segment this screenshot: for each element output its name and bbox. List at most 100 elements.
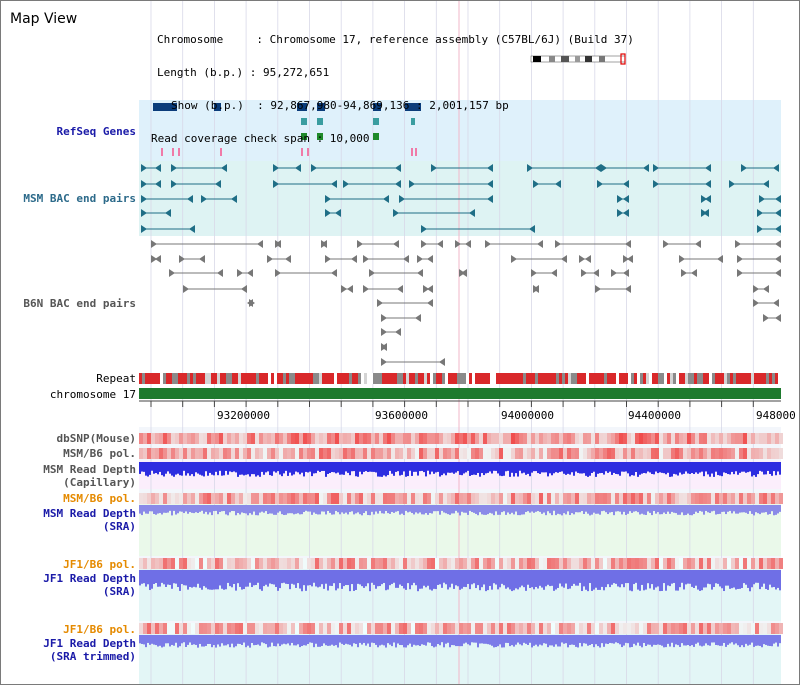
heat-cell bbox=[411, 448, 415, 459]
repeat-block bbox=[658, 373, 661, 384]
depth-bar bbox=[289, 462, 291, 473]
depth-bar bbox=[691, 635, 693, 646]
heat-cell bbox=[515, 493, 519, 504]
depth-bar bbox=[155, 635, 157, 646]
bac-end-marker bbox=[423, 285, 429, 293]
heat-cell bbox=[379, 493, 383, 504]
repeat-block bbox=[160, 373, 163, 384]
heat-cell bbox=[167, 493, 171, 504]
depth-bar bbox=[451, 505, 453, 514]
depth-bar bbox=[675, 570, 677, 591]
depth-bar bbox=[233, 505, 235, 512]
heat-cell bbox=[635, 433, 639, 444]
heat-cell bbox=[195, 433, 199, 444]
heat-cell bbox=[335, 433, 339, 444]
bac-end-marker bbox=[141, 195, 147, 203]
depth-bar bbox=[427, 462, 429, 471]
track-label-dbsnp: dbSNP(Mouse) bbox=[56, 432, 136, 445]
heat-cell bbox=[171, 623, 175, 634]
depth-bar bbox=[333, 462, 335, 473]
depth-bar bbox=[289, 570, 291, 590]
repeat-block bbox=[214, 373, 217, 384]
heat-cell bbox=[603, 493, 607, 504]
depth-bar bbox=[463, 462, 465, 474]
heat-cell bbox=[199, 448, 203, 459]
heat-cell bbox=[283, 558, 287, 569]
depth-bar bbox=[351, 462, 353, 472]
depth-bar bbox=[219, 635, 221, 647]
depth-bar bbox=[465, 505, 467, 513]
heat-cell bbox=[739, 493, 743, 504]
heat-cell bbox=[667, 623, 671, 634]
bac-end-marker bbox=[597, 180, 603, 188]
depth-bar bbox=[565, 505, 567, 515]
repeat-block bbox=[475, 373, 478, 384]
depth-bar bbox=[271, 570, 273, 585]
heat-cell bbox=[607, 623, 611, 634]
depth-bar bbox=[319, 505, 321, 515]
depth-bar bbox=[427, 505, 429, 515]
depth-bar bbox=[369, 462, 371, 472]
chromosome-ideogram[interactable] bbox=[529, 53, 629, 67]
bac-end-marker bbox=[623, 195, 629, 203]
depth-bar bbox=[157, 505, 159, 514]
heat-cell bbox=[563, 493, 567, 504]
heat-cell bbox=[655, 623, 659, 634]
heat-cell bbox=[327, 433, 331, 444]
depth-bar bbox=[403, 505, 405, 516]
depth-bar bbox=[597, 462, 599, 474]
depth-bar bbox=[381, 570, 383, 585]
depth-bar bbox=[313, 635, 315, 648]
depth-bar bbox=[649, 505, 651, 513]
depth-bar bbox=[631, 505, 633, 513]
heat-cell bbox=[315, 558, 319, 569]
depth-bar bbox=[323, 635, 325, 644]
depth-bar bbox=[291, 635, 293, 643]
gene-feature bbox=[405, 103, 421, 111]
depth-bar bbox=[645, 570, 647, 590]
depth-bar bbox=[319, 570, 321, 587]
heat-cell bbox=[663, 448, 667, 459]
bac-end-marker bbox=[409, 180, 415, 188]
depth-bar bbox=[617, 505, 619, 512]
heat-cell bbox=[207, 493, 211, 504]
depth-bar bbox=[163, 462, 165, 477]
heat-cell bbox=[735, 448, 739, 459]
depth-bar bbox=[533, 570, 535, 590]
depth-bar bbox=[339, 570, 341, 584]
heat-cell bbox=[451, 433, 455, 444]
heat-cell bbox=[235, 433, 239, 444]
heat-cell bbox=[643, 433, 647, 444]
repeat-block bbox=[694, 373, 697, 384]
depth-bar bbox=[663, 505, 665, 513]
heat-cell bbox=[255, 448, 259, 459]
depth-bar bbox=[475, 635, 477, 643]
depth-bar bbox=[391, 462, 393, 474]
depth-bar bbox=[223, 635, 225, 646]
depth-bar bbox=[475, 505, 477, 514]
depth-bar bbox=[325, 462, 327, 477]
heat-cell bbox=[539, 433, 543, 444]
bac-end-marker bbox=[595, 164, 601, 172]
depth-bar bbox=[235, 570, 237, 591]
depth-bar bbox=[721, 462, 723, 477]
depth-bar bbox=[611, 505, 613, 512]
heat-cell bbox=[231, 558, 235, 569]
heat-cell bbox=[619, 623, 623, 634]
repeat-block bbox=[262, 373, 265, 384]
heat-cell bbox=[723, 433, 727, 444]
depth-bar bbox=[469, 635, 471, 646]
depth-bar bbox=[367, 570, 369, 584]
depth-bar bbox=[155, 462, 157, 474]
depth-bar bbox=[413, 570, 415, 583]
heat-cell bbox=[371, 623, 375, 634]
heat-cell bbox=[679, 493, 683, 504]
depth-bar bbox=[423, 462, 425, 473]
depth-bar bbox=[453, 462, 455, 474]
heat-cell bbox=[319, 493, 323, 504]
depth-bar bbox=[343, 635, 345, 645]
heat-cell bbox=[607, 448, 611, 459]
heat-cell bbox=[691, 623, 695, 634]
depth-bar bbox=[339, 462, 341, 475]
